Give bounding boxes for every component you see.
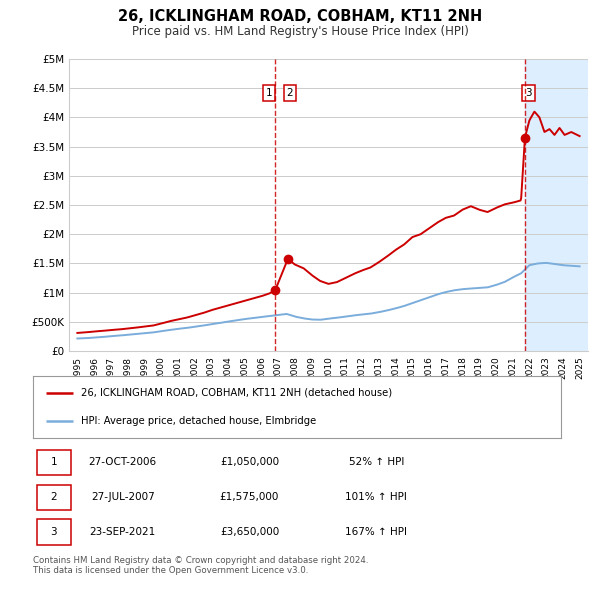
Text: 2: 2 [50,492,57,502]
FancyBboxPatch shape [37,450,71,475]
Text: £3,650,000: £3,650,000 [220,527,279,537]
Text: 26, ICKLINGHAM ROAD, COBHAM, KT11 2NH (detached house): 26, ICKLINGHAM ROAD, COBHAM, KT11 2NH (d… [80,388,392,398]
Text: 101% ↑ HPI: 101% ↑ HPI [345,492,407,502]
Text: 3: 3 [50,527,57,537]
FancyBboxPatch shape [37,484,71,510]
Text: 1: 1 [50,457,57,467]
Text: Price paid vs. HM Land Registry's House Price Index (HPI): Price paid vs. HM Land Registry's House … [131,25,469,38]
Text: £1,575,000: £1,575,000 [220,492,279,502]
Text: 27-JUL-2007: 27-JUL-2007 [91,492,155,502]
Text: 167% ↑ HPI: 167% ↑ HPI [345,527,407,537]
Text: 2: 2 [287,88,293,98]
Text: 3: 3 [525,88,532,98]
Text: Contains HM Land Registry data © Crown copyright and database right 2024.
This d: Contains HM Land Registry data © Crown c… [33,556,368,575]
Bar [525,59,588,351]
Text: £1,050,000: £1,050,000 [220,457,279,467]
Text: 26, ICKLINGHAM ROAD, COBHAM, KT11 2NH: 26, ICKLINGHAM ROAD, COBHAM, KT11 2NH [118,9,482,24]
Text: 27-OCT-2006: 27-OCT-2006 [89,457,157,467]
Text: 23-SEP-2021: 23-SEP-2021 [89,527,156,537]
FancyBboxPatch shape [37,519,71,545]
Text: 1: 1 [266,88,272,98]
Text: HPI: Average price, detached house, Elmbridge: HPI: Average price, detached house, Elmb… [80,416,316,426]
Text: 52% ↑ HPI: 52% ↑ HPI [349,457,404,467]
